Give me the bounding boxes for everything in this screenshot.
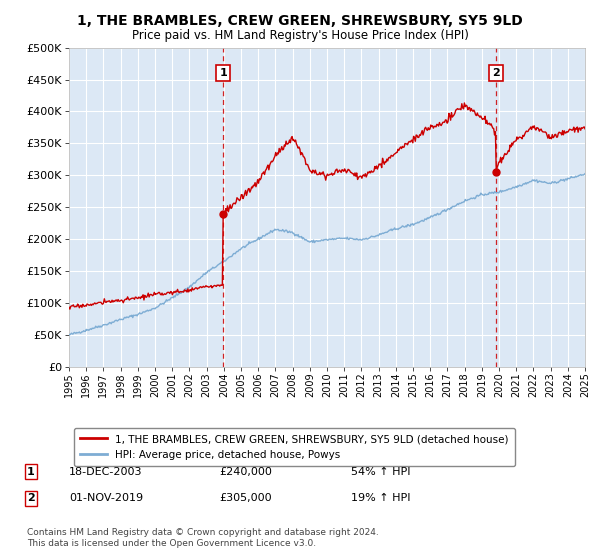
Text: 54% ↑ HPI: 54% ↑ HPI [351,466,410,477]
Text: £305,000: £305,000 [219,493,272,503]
Text: 1: 1 [27,466,35,477]
Legend: 1, THE BRAMBLES, CREW GREEN, SHREWSBURY, SY5 9LD (detached house), HPI: Average : 1, THE BRAMBLES, CREW GREEN, SHREWSBURY,… [74,428,515,466]
Text: Contains HM Land Registry data © Crown copyright and database right 2024.
This d: Contains HM Land Registry data © Crown c… [27,528,379,548]
Text: Price paid vs. HM Land Registry's House Price Index (HPI): Price paid vs. HM Land Registry's House … [131,29,469,42]
Text: 2: 2 [492,68,500,78]
Text: 1: 1 [219,68,227,78]
Text: 18-DEC-2003: 18-DEC-2003 [69,466,143,477]
Text: 2: 2 [27,493,35,503]
Text: 1, THE BRAMBLES, CREW GREEN, SHREWSBURY, SY5 9LD: 1, THE BRAMBLES, CREW GREEN, SHREWSBURY,… [77,14,523,28]
Text: £240,000: £240,000 [219,466,272,477]
Text: 19% ↑ HPI: 19% ↑ HPI [351,493,410,503]
Text: 01-NOV-2019: 01-NOV-2019 [69,493,143,503]
